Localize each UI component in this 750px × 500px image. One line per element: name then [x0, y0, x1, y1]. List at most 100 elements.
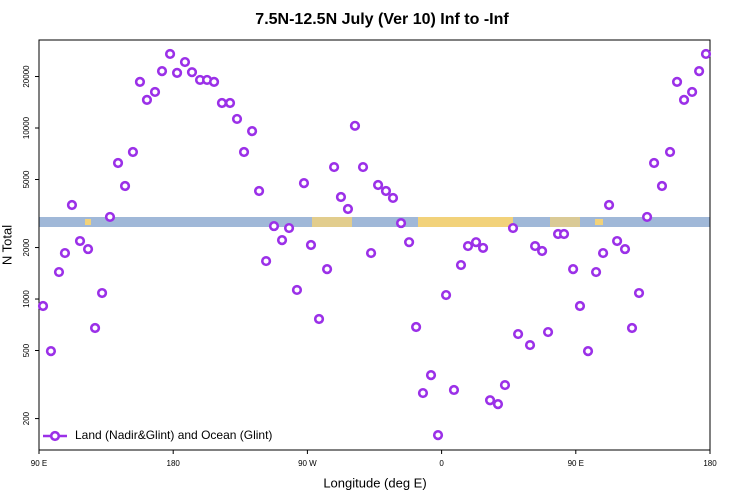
data-point: [119, 180, 131, 192]
y-tick-label: 1000: [22, 290, 31, 308]
data-point: [53, 266, 65, 278]
data-point: [104, 211, 116, 223]
data-point: [492, 399, 504, 410]
data-point: [387, 192, 399, 204]
data-point: [626, 322, 638, 334]
data-point: [305, 239, 317, 251]
data-point: [678, 94, 690, 105]
data-point: [603, 199, 615, 211]
data-point: [417, 387, 429, 399]
y-tick-label: 200: [22, 411, 31, 425]
map-strip: [39, 217, 710, 227]
data-point: [365, 247, 377, 259]
data-point: [687, 86, 698, 98]
data-point: [164, 48, 176, 60]
data-point: [342, 203, 354, 215]
x-axis-label: Longitude (deg E): [323, 475, 426, 490]
data-point: [411, 321, 422, 333]
data-point: [529, 240, 541, 252]
data-point: [455, 259, 467, 271]
data-point: [253, 185, 265, 197]
data-point: [641, 211, 653, 223]
data-point: [231, 113, 243, 125]
data-point: [372, 179, 384, 191]
data-point: [597, 247, 609, 259]
legend-marker: [49, 430, 61, 442]
x-tick-label: 90 E: [31, 459, 47, 468]
data-point: [568, 264, 579, 275]
y-tick-label: 2000: [22, 238, 31, 256]
data-point: [499, 379, 511, 391]
data-point: [590, 266, 602, 278]
data-point: [268, 220, 280, 232]
data-point: [432, 430, 444, 441]
data-point: [656, 180, 668, 192]
data-point: [537, 245, 548, 257]
x-tick-label: 180: [167, 459, 181, 468]
data-point: [694, 66, 705, 77]
data-point: [507, 222, 519, 234]
x-tick-label: 90 W: [298, 459, 317, 468]
y-axis-label: N Total: [0, 225, 14, 265]
data-point: [224, 97, 236, 109]
data-point: [512, 328, 524, 340]
data-point: [37, 300, 49, 312]
data-point: [462, 240, 474, 252]
data-point: [395, 217, 407, 229]
data-point: [357, 161, 369, 173]
data-point: [291, 284, 303, 296]
data-point: [276, 235, 288, 246]
data-point: [558, 228, 570, 240]
data-point: [470, 237, 482, 248]
data-point: [66, 199, 78, 211]
data-point: [96, 287, 108, 299]
data-point: [335, 191, 347, 203]
data-point: [633, 287, 645, 299]
data-point: [648, 157, 660, 169]
data-point: [542, 326, 554, 338]
data-point: [186, 67, 198, 78]
data-point: [246, 126, 258, 137]
data-point: [134, 76, 146, 88]
data-point: [440, 289, 452, 301]
data-point: [141, 94, 153, 105]
data-point: [82, 243, 94, 255]
x-tick-label: 0: [439, 459, 444, 468]
data-point: [380, 185, 392, 197]
data-point: [216, 97, 228, 109]
data-point: [208, 76, 220, 88]
data-point: [179, 56, 191, 68]
y-tick-label: 20000: [22, 65, 31, 88]
data-point: [328, 161, 340, 173]
x-tick-label: 90 E: [568, 459, 584, 468]
data-point: [321, 264, 333, 275]
data-point: [74, 235, 86, 247]
data-point: [238, 146, 250, 158]
data-point: [619, 243, 631, 255]
data-point: [671, 76, 683, 88]
data-point: [59, 247, 71, 259]
y-tick-label: 10000: [22, 116, 31, 139]
data-point: [700, 48, 712, 60]
data-point: [403, 237, 415, 248]
chart-title: 7.5N-12.5N July (Ver 10) Inf to -Inf: [255, 11, 509, 28]
data-point: [524, 339, 536, 351]
data-point: [260, 255, 272, 267]
data-point: [283, 222, 295, 234]
plot-frame: [38, 39, 711, 451]
y-tick-label: 5000: [22, 170, 31, 188]
data-point: [448, 384, 460, 396]
data-point: [612, 235, 623, 247]
x-tick-label: 180: [703, 459, 717, 468]
data-point: [664, 146, 676, 158]
data-point: [477, 242, 489, 254]
data-point: [45, 346, 57, 357]
data-point: [484, 395, 496, 406]
data-point: [313, 313, 325, 325]
data-point: [112, 157, 124, 169]
legend-label: Land (Nadir&Glint) and Ocean (Glint): [75, 428, 272, 442]
data-point: [127, 146, 139, 158]
data-point: [171, 67, 183, 78]
y-tick-label: 500: [22, 343, 31, 357]
